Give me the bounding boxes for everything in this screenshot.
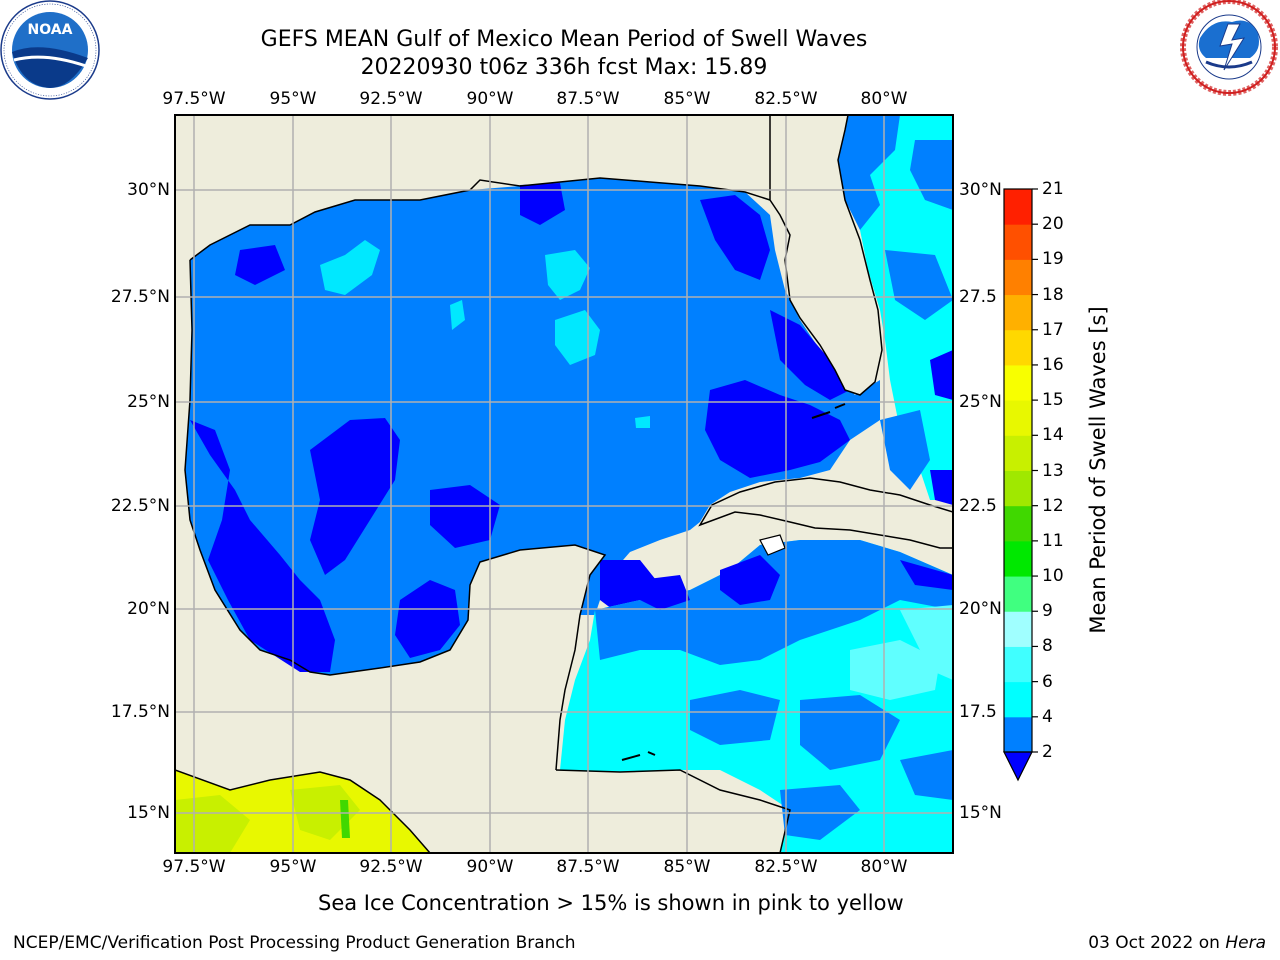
lat-tick-right: 30°N — [959, 180, 1002, 200]
lon-tick-top: 82.5°W — [754, 89, 818, 109]
colorbar-box — [1004, 224, 1032, 260]
lon-tick-top: 80°W — [860, 89, 908, 109]
caribbean-swell-6-8s — [850, 605, 953, 700]
lon-tick-top: 85°W — [663, 89, 711, 109]
colorbar-box — [1004, 364, 1032, 401]
colorbar-tick-label: 8 — [1042, 636, 1053, 657]
sea-ice-note: Sea Ice Concentration > 15% is shown in … — [318, 891, 904, 915]
colorbar-box — [1004, 646, 1032, 683]
colorbar-box — [1004, 540, 1032, 577]
colorbar-tick-label: 19 — [1042, 249, 1064, 270]
lat-tick-left: 22.5°N — [110, 496, 170, 516]
colorbar-box — [1004, 681, 1032, 718]
colorbar-tick-label: 20 — [1042, 214, 1064, 235]
colorbar-tick-label: 13 — [1042, 460, 1064, 481]
colorbar-tick-label: 6 — [1042, 671, 1053, 692]
colorbar-box — [1004, 716, 1032, 753]
lon-tick-bottom: 82.5°W — [754, 857, 818, 877]
lon-tick-bottom: 97.5°W — [162, 857, 226, 877]
lon-tick-top: 95°W — [269, 89, 317, 109]
colorbar-box — [1004, 576, 1032, 612]
lon-tick-bottom: 87.5°W — [556, 857, 620, 877]
colorbar-box — [1004, 505, 1032, 542]
colorbar-tick-label: 18 — [1042, 284, 1064, 305]
lon-tick-bottom: 95°W — [269, 857, 317, 877]
colorbar-tick-label: 17 — [1042, 319, 1064, 340]
coastline-pacific — [175, 769, 431, 853]
footer-machine: Hera — [1225, 933, 1266, 953]
lon-tick-bottom: 85°W — [663, 857, 711, 877]
swell-2-4s-patches — [190, 183, 850, 672]
colorbar-tick-label: 14 — [1042, 425, 1064, 446]
footer-date: 03 Oct 2022 on Hera — [1088, 933, 1266, 953]
lat-tick-left: 25°N — [127, 392, 170, 412]
colorbar-tick-label: 21 — [1042, 179, 1064, 199]
lat-tick-right: 15°N — [959, 803, 1002, 823]
map-frame — [174, 114, 954, 854]
colorbar-box — [1004, 400, 1032, 436]
colorbar-tick-label: 11 — [1042, 530, 1064, 551]
lat-tick-right: 25°N — [959, 392, 1002, 412]
chart-title: GEFS MEAN Gulf of Mexico Mean Period of … — [260, 27, 868, 52]
lat-tick-right: 20°N — [959, 599, 1002, 619]
colorbar-tick-label: 4 — [1042, 706, 1053, 727]
lat-tick-right: 22.5 — [959, 496, 997, 516]
colorbar-box — [1004, 611, 1032, 647]
lon-tick-top: 90°W — [466, 89, 514, 109]
colorbar-label: Mean Period of Swell Waves [s] — [1086, 306, 1110, 634]
colorbar-tick-label: 10 — [1042, 566, 1064, 587]
lat-tick-right: 27.5 — [959, 287, 997, 307]
colorbar-tick-label: 16 — [1042, 354, 1064, 375]
lon-tick-top: 97.5°W — [162, 89, 226, 109]
nws-logo — [1180, 0, 1278, 96]
colorbar-box — [1004, 329, 1032, 366]
graticule — [175, 115, 953, 853]
lat-tick-left: 17.5°N — [110, 702, 170, 722]
lon-tick-bottom: 92.5°W — [359, 857, 423, 877]
lon-tick-bottom: 80°W — [860, 857, 908, 877]
chart-subtitle: 20220930 t06z 336h fcst Max: 15.89 — [360, 55, 768, 80]
footer-credit: NCEP/EMC/Verification Post Processing Pr… — [13, 933, 576, 953]
coastline-central-america — [555, 769, 791, 853]
colorbar-box — [1004, 189, 1032, 225]
lat-tick-right: 17.5 — [959, 702, 997, 722]
lat-tick-left: 20°N — [127, 599, 170, 619]
colorbar-extend-min — [1003, 751, 1033, 782]
colorbar-tick-label: 9 — [1042, 601, 1053, 622]
footer-date-text: 03 Oct 2022 on — [1088, 933, 1226, 953]
colorbar-box — [1004, 294, 1032, 331]
noaa-logo: NOAA — [0, 0, 100, 100]
colorbar-box — [1004, 470, 1032, 507]
map-area — [175, 115, 953, 853]
gulf-ocean-swell-field — [185, 178, 880, 675]
colorbar-tick-label: 12 — [1042, 495, 1064, 516]
colorbar-tick-label: 2 — [1042, 742, 1053, 762]
lon-tick-top: 87.5°W — [556, 89, 620, 109]
caribbean-swell-4-6s — [595, 540, 953, 840]
coastline-gulf — [189, 177, 771, 261]
colorbar — [1003, 188, 1038, 782]
lat-tick-left: 15°N — [127, 803, 170, 823]
colorbar-tick-label: 15 — [1042, 390, 1064, 411]
lat-tick-left: 27.5°N — [110, 287, 170, 307]
colorbar-box — [1004, 435, 1032, 471]
lon-tick-top: 92.5°W — [359, 89, 423, 109]
cuba-land — [698, 477, 953, 549]
colorbar-box — [1004, 259, 1032, 296]
noaa-logo-text: NOAA — [28, 22, 73, 38]
atlantic-swell-4-6s — [838, 115, 953, 490]
lon-tick-bottom: 90°W — [466, 857, 514, 877]
lat-tick-left: 30°N — [127, 180, 170, 200]
